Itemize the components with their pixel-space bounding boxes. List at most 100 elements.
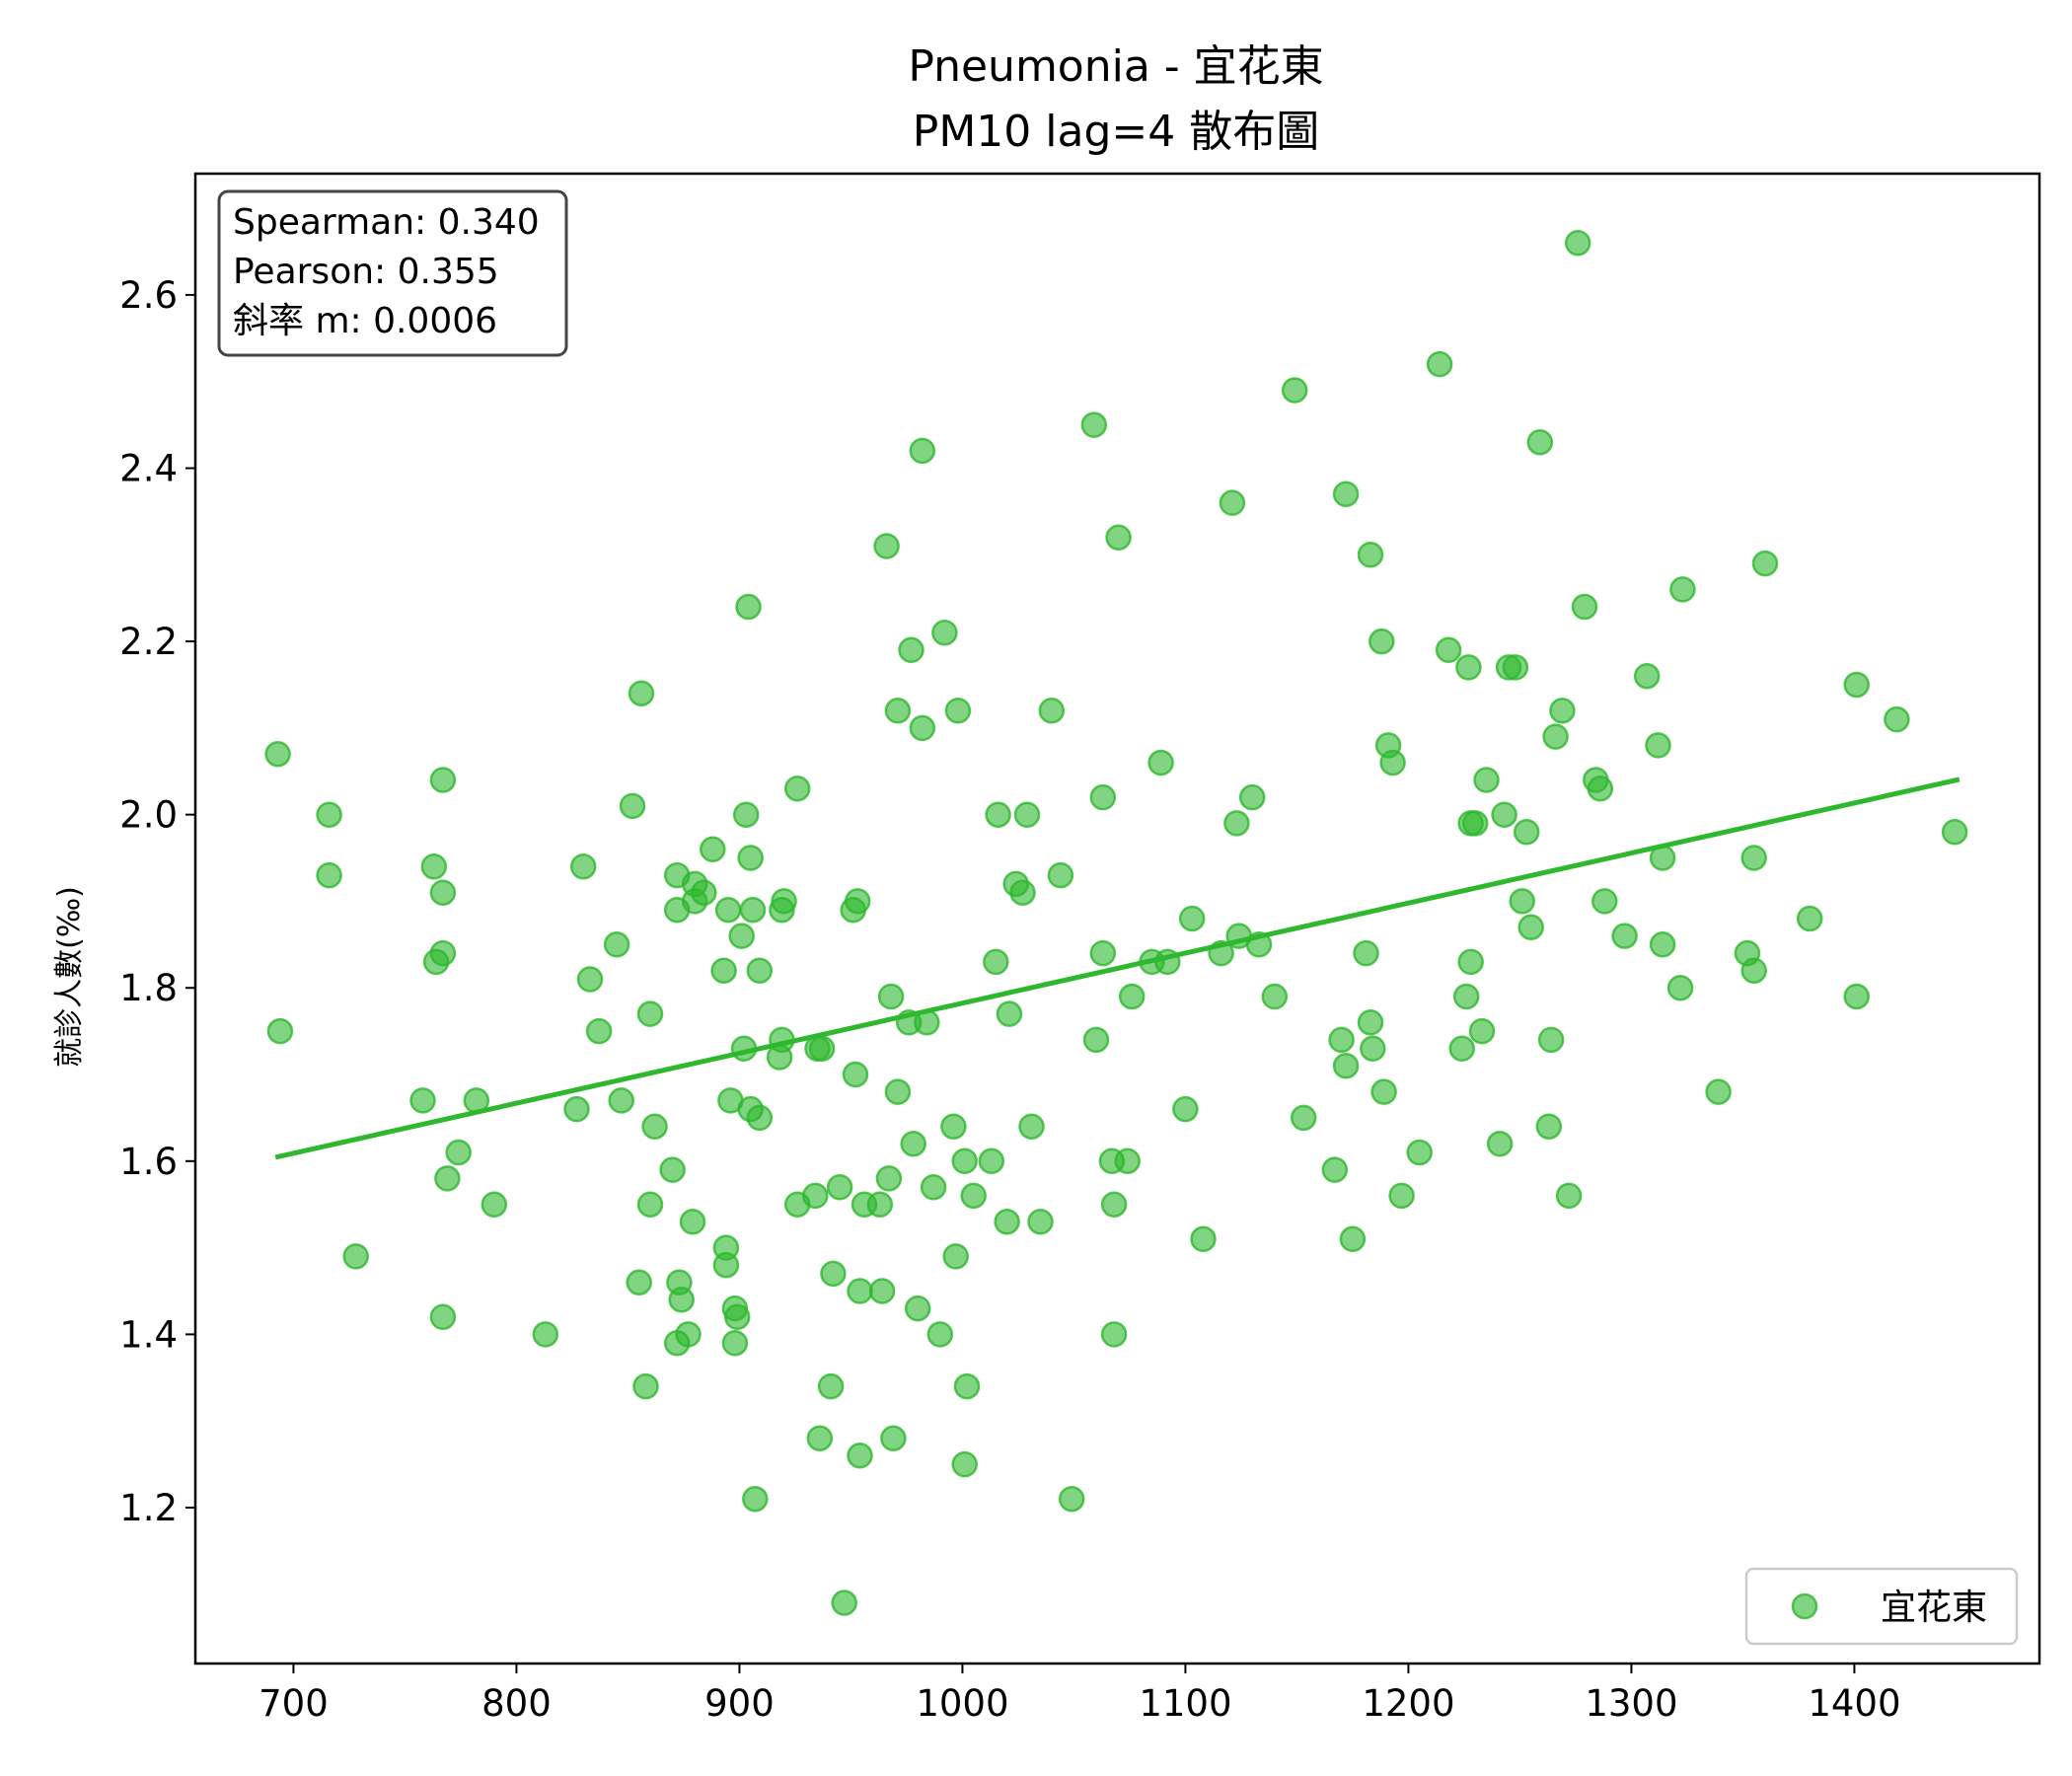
scatter-point [944, 698, 972, 724]
scatter-point [873, 533, 900, 559]
scatter-point [1105, 524, 1132, 551]
plot-area [193, 172, 2041, 1665]
scatter-point [714, 896, 742, 924]
scatter-point [1114, 1147, 1141, 1175]
scatter-point [808, 1035, 836, 1062]
scatter-point [700, 836, 726, 863]
scatter-point [1190, 1225, 1217, 1253]
scatter-point [632, 1372, 659, 1400]
stats-spearman: Spearman: 0.340 [233, 202, 540, 243]
scatter-point [1649, 931, 1676, 958]
scatter-point [628, 680, 655, 706]
scatter-point [1941, 818, 1968, 846]
scatter-point [884, 698, 912, 724]
scatter-point [994, 1209, 1020, 1235]
scatter-point [1100, 1191, 1128, 1218]
y-tick-label: 1.8 [119, 967, 178, 1009]
x-tick-label: 1100 [1139, 1682, 1231, 1725]
scatter-point [1535, 1113, 1563, 1140]
scatter-point [1491, 801, 1517, 828]
scatter-point [636, 1191, 664, 1218]
scatter-point [842, 1061, 869, 1088]
scatter-point [875, 1165, 903, 1192]
scatter-point [1321, 1156, 1349, 1183]
scatter-point [940, 1113, 967, 1140]
scatter-point [1353, 939, 1379, 967]
scatter-point [1118, 983, 1146, 1010]
scatter-point [951, 1147, 978, 1175]
scatter-point [608, 1087, 634, 1114]
scatter-point [898, 636, 925, 664]
scatter-point [1089, 783, 1117, 811]
y-tick-label: 2.0 [119, 794, 178, 837]
scatter-point [1549, 698, 1576, 724]
scatter-point [1633, 662, 1661, 690]
scatter-point [1223, 810, 1250, 837]
scatter-point [1089, 939, 1117, 967]
scatter-point [1426, 350, 1453, 378]
scatter-point [1537, 1026, 1565, 1054]
scatter-point [1339, 1225, 1367, 1253]
x-tick-label: 1400 [1808, 1682, 1900, 1725]
scatter-point [1526, 428, 1554, 456]
scatter-point [732, 801, 760, 828]
x-tick-label: 1300 [1585, 1682, 1677, 1725]
scatter-point [931, 620, 958, 646]
scatter-point [641, 1113, 668, 1140]
legend-frame [1744, 1567, 2019, 1646]
scatter-point [1406, 1139, 1433, 1166]
scatter-point [712, 1251, 740, 1279]
y-tick-label: 2.4 [119, 447, 178, 489]
plot-frame [193, 172, 2041, 1665]
scatter-point [951, 1450, 978, 1478]
scatter-points [264, 229, 1968, 1616]
scatter-point [904, 1295, 931, 1322]
scatter-point [420, 853, 448, 880]
scatter-point [1379, 749, 1406, 777]
scatter-point [721, 1329, 749, 1357]
scatter-point [1172, 1095, 1199, 1123]
scatter-point [1360, 1035, 1386, 1062]
scatter-point [1219, 489, 1246, 516]
scatter-point [953, 1372, 981, 1400]
scatter-point [920, 1173, 947, 1201]
scatter-point [817, 1372, 845, 1400]
scatter-point [735, 593, 762, 621]
scatter-point [884, 1078, 912, 1105]
scatter-point [900, 1131, 926, 1157]
scatter-point [1261, 983, 1289, 1010]
scatter-point [576, 966, 604, 993]
scatter-point [1058, 1485, 1085, 1513]
scatter-point [866, 1191, 894, 1218]
scatter-point [532, 1321, 559, 1348]
scatter-point [1435, 636, 1462, 664]
scatter-point [1290, 1104, 1317, 1132]
scatter-point [429, 939, 457, 967]
scatter-point [1571, 593, 1598, 621]
legend-label: 宜花東 [1881, 1588, 1987, 1628]
scatter-point [802, 1182, 829, 1210]
scatter-point [909, 437, 936, 465]
scatter-point [960, 1182, 987, 1210]
y-axis-label: 就診人數(‰) [52, 886, 87, 1068]
scatter-point [1611, 923, 1638, 949]
scatter-point [737, 845, 764, 871]
scatter-point [1080, 411, 1108, 438]
scatter-point [868, 1278, 896, 1304]
scatter-point [1328, 1026, 1355, 1054]
scatter-point [1564, 229, 1591, 257]
y-tick-label: 2.2 [119, 621, 178, 663]
scatter-point [880, 1425, 907, 1451]
scatter-point [342, 1243, 369, 1270]
scatter-point [1154, 948, 1181, 976]
scatter-point [429, 1303, 457, 1331]
scatter-point [1332, 1052, 1360, 1079]
chart-title-line1: Pneumonia - 宜花東 [908, 41, 1323, 92]
scatter-point [1238, 783, 1266, 811]
scatter-point [914, 1009, 940, 1036]
scatter-point [1513, 818, 1540, 846]
stats-box: Spearman: 0.340 Pearson: 0.355 斜率 m: 0.0… [217, 189, 568, 357]
scatter-point [445, 1139, 472, 1166]
scatter-point [316, 801, 342, 828]
scatter-point [1357, 542, 1384, 568]
